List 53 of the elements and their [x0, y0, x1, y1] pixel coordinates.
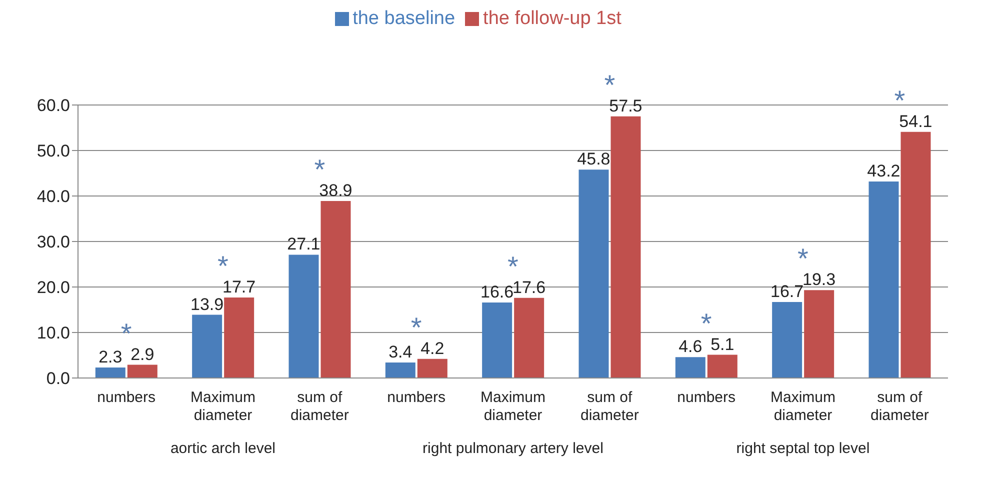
data-label: 16.6: [480, 282, 514, 302]
data-label: 13.9: [190, 294, 224, 314]
legend-label: the follow-up 1st: [483, 8, 622, 29]
bar: [192, 314, 222, 378]
bar: [804, 290, 834, 378]
text: aortic arch level: [169, 440, 277, 457]
bar: [385, 362, 416, 378]
bar: [868, 181, 899, 378]
x-tick-label: Maximum diameter: [190, 389, 256, 424]
bar: [127, 364, 158, 378]
x-tick-label: numbers: [387, 389, 446, 406]
x-tick-label: numbers: [97, 389, 156, 406]
bar: [95, 368, 126, 378]
annotation: *: [700, 308, 712, 339]
bar: [417, 358, 448, 378]
y-tick-label: 0.0: [46, 369, 70, 388]
text: right pulmonary artery level: [422, 440, 604, 457]
y-tick-label: 60.0: [36, 96, 70, 116]
bar: [707, 354, 738, 378]
bar: [900, 132, 931, 378]
bar: [514, 298, 544, 378]
bar: [610, 116, 641, 378]
y-tick-label: 10.0: [36, 324, 70, 343]
bar: [772, 302, 802, 378]
data-label: 43.2: [867, 161, 900, 180]
data-label: 4.2: [420, 338, 444, 358]
data-label: 16.7: [770, 282, 804, 302]
y-tick-label: 20.0: [36, 278, 70, 298]
data-label: 2.3: [98, 348, 122, 367]
bar: [675, 357, 706, 378]
x-tick-label: sum of diameter: [290, 389, 349, 424]
bar: [224, 297, 254, 378]
x-tick-label: sum of diameter: [580, 389, 639, 424]
bar: [288, 254, 319, 378]
x-tick-label: sum of diameter: [870, 389, 929, 424]
bar: [320, 201, 351, 378]
x-tick-label: Maximum diameter: [480, 389, 546, 424]
x-tick-label: numbers: [677, 389, 736, 406]
data-label: 4.6: [678, 337, 702, 356]
y-tick-label: 30.0: [36, 232, 70, 252]
bar: [578, 170, 609, 378]
data-label: 45.8: [577, 150, 610, 169]
x-tick-label: Maximum diameter: [770, 389, 836, 424]
data-label: 5.1: [710, 334, 734, 354]
bar: [482, 302, 512, 378]
data-label: 3.4: [388, 342, 412, 362]
y-tick-label: 50.0: [36, 142, 70, 161]
y-tick-label: 40.0: [36, 187, 70, 206]
annotation: *: [410, 312, 422, 343]
data-label: 2.9: [130, 344, 154, 364]
legend-label: the baseline: [352, 8, 456, 29]
data-label: 27.1: [287, 234, 320, 254]
text: right septal top level: [735, 440, 871, 457]
